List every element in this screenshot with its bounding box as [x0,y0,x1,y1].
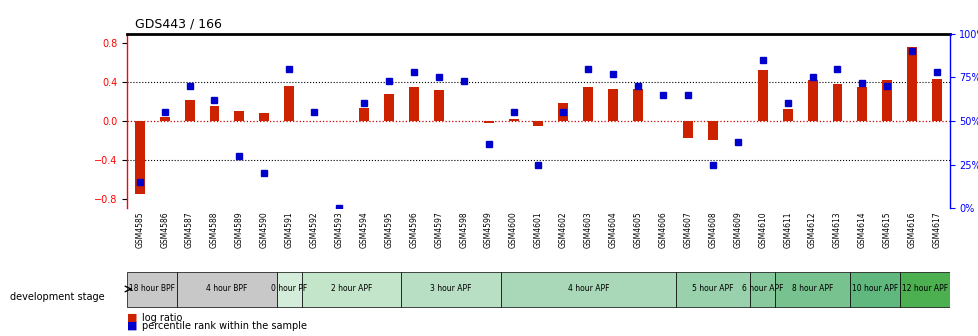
Bar [807,80,817,121]
Text: 4 hour BPF: 4 hour BPF [206,285,247,293]
Text: 12 hour APF: 12 hour APF [901,285,947,293]
Bar [409,87,419,121]
Text: GDS443 / 166: GDS443 / 166 [135,17,222,30]
Text: GSM4585: GSM4585 [135,211,144,248]
Text: GSM4614: GSM4614 [857,211,867,248]
Text: GSM4601: GSM4601 [533,211,543,248]
Text: GSM4587: GSM4587 [185,211,194,248]
Text: GSM4607: GSM4607 [683,211,691,248]
Text: GSM4609: GSM4609 [733,211,741,248]
Text: 18 hour BPF: 18 hour BPF [129,285,175,293]
Text: 6 hour APF: 6 hour APF [741,285,782,293]
FancyBboxPatch shape [277,271,301,307]
Text: GSM4606: GSM4606 [658,211,667,248]
Text: ■: ■ [127,312,138,323]
Text: GSM4590: GSM4590 [259,211,269,248]
Text: ■: ■ [127,321,138,331]
Bar [633,89,643,121]
Text: GSM4594: GSM4594 [359,211,368,248]
FancyBboxPatch shape [177,271,277,307]
Text: 8 hour APF: 8 hour APF [791,285,832,293]
Bar [185,99,195,121]
FancyBboxPatch shape [675,271,749,307]
FancyBboxPatch shape [849,271,899,307]
Text: GSM4604: GSM4604 [608,211,617,248]
Bar [931,79,941,121]
Bar [881,80,891,121]
Text: GSM4599: GSM4599 [483,211,493,248]
Text: GSM4595: GSM4595 [384,211,393,248]
Bar [857,87,867,121]
Text: GSM4616: GSM4616 [907,211,915,248]
Text: GSM4602: GSM4602 [558,211,567,248]
Text: GSM4586: GSM4586 [160,211,169,248]
Text: GSM4617: GSM4617 [932,211,941,248]
Text: GSM4588: GSM4588 [209,211,219,248]
Text: GSM4592: GSM4592 [309,211,319,248]
Text: GSM4598: GSM4598 [459,211,467,248]
FancyBboxPatch shape [301,271,401,307]
FancyBboxPatch shape [749,271,775,307]
Text: development stage: development stage [10,292,105,302]
Text: GSM4615: GSM4615 [882,211,891,248]
Bar [259,113,269,121]
Text: GSM4593: GSM4593 [334,211,343,248]
Bar [707,121,717,140]
Text: GSM4613: GSM4613 [832,211,841,248]
Bar [583,87,593,121]
Bar [359,108,369,121]
Bar [284,86,294,121]
Text: GSM4610: GSM4610 [757,211,767,248]
Bar [907,47,916,121]
FancyBboxPatch shape [127,271,177,307]
Text: GSM4603: GSM4603 [583,211,593,248]
Text: GSM4596: GSM4596 [409,211,418,248]
Text: 2 hour APF: 2 hour APF [331,285,372,293]
Bar [234,111,244,121]
Text: GSM4600: GSM4600 [509,211,517,248]
Text: 4 hour APF: 4 hour APF [567,285,608,293]
FancyBboxPatch shape [775,271,849,307]
Bar [757,71,767,121]
Text: GSM4611: GSM4611 [782,211,791,248]
Text: GSM4591: GSM4591 [285,211,293,248]
Text: 0 hour PF: 0 hour PF [271,285,307,293]
Bar [483,121,493,123]
Text: GSM4589: GSM4589 [235,211,244,248]
FancyBboxPatch shape [501,271,675,307]
Text: GSM4608: GSM4608 [708,211,717,248]
Bar [557,103,568,121]
Bar [683,121,692,138]
Text: GSM4597: GSM4597 [434,211,443,248]
Text: 10 hour APF: 10 hour APF [851,285,897,293]
Bar [209,107,219,121]
Bar [135,121,145,194]
Text: GSM4605: GSM4605 [633,211,642,248]
Text: percentile rank within the sample: percentile rank within the sample [142,321,307,331]
Bar [831,84,842,121]
Bar [607,89,617,121]
FancyBboxPatch shape [401,271,501,307]
Bar [383,94,393,121]
Bar [159,117,169,121]
Bar [781,109,792,121]
Text: log ratio: log ratio [142,312,182,323]
Bar [433,90,443,121]
Bar [508,119,518,121]
Text: 3 hour APF: 3 hour APF [430,285,471,293]
Text: 5 hour APF: 5 hour APF [691,285,733,293]
FancyBboxPatch shape [899,271,949,307]
Text: GSM4612: GSM4612 [807,211,817,248]
Bar [533,121,543,126]
